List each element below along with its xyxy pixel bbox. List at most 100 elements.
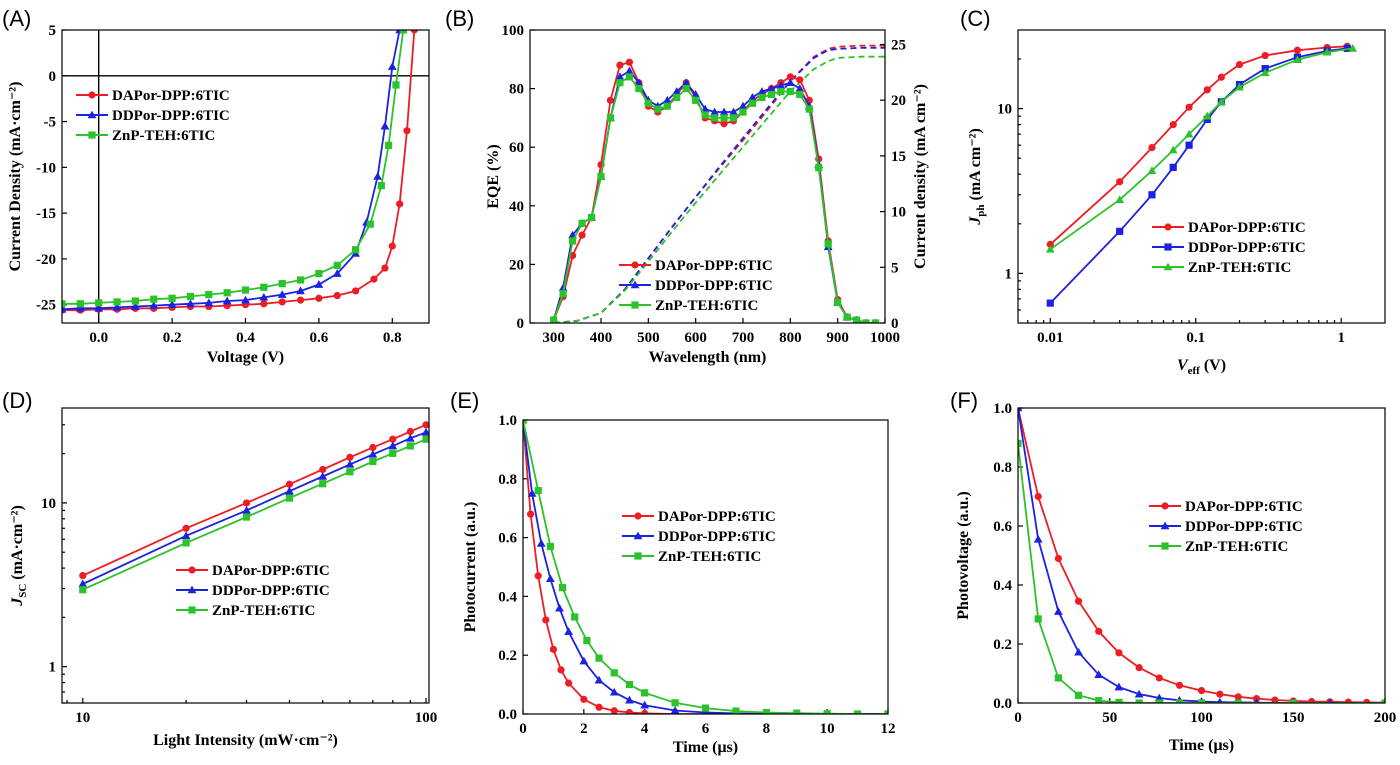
data-point-znp (571, 613, 579, 621)
y-axis-title-unit: (mA cm⁻²) (967, 128, 984, 204)
data-point-znp (843, 313, 851, 321)
x-tick-label: 10 (820, 721, 835, 737)
series-znp (62, 30, 407, 308)
data-point-ddpor (186, 299, 195, 308)
y-tick-label: -25 (36, 298, 56, 314)
data-point-ddpor (277, 290, 287, 298)
series-znp (1018, 439, 1385, 703)
data-point-ddpor (625, 66, 634, 75)
data-point-dapor (381, 264, 389, 272)
y-tick-label: 0.6 (498, 531, 517, 547)
data-point-ddpor (62, 304, 67, 313)
x-tick-label: 0.01 (1037, 330, 1063, 346)
y-axis-title: Photocurrent (a.u.) (462, 502, 479, 633)
legend-label: ZnP-TEH:6TIC (1188, 260, 1291, 276)
data-point-ddpor (625, 695, 634, 704)
data-point-ddpor (634, 78, 644, 87)
x-tick-label: 1000 (870, 330, 900, 346)
x-tick-label: 0.1 (1186, 330, 1205, 346)
data-point-znp (884, 710, 888, 714)
data-point-znp (278, 280, 286, 288)
data-point-ddpor (738, 101, 748, 110)
series-line-dapor (1049, 45, 1348, 246)
legend: DAPor-DPP:6TIC DDPor-DPP:6TIC ZnP-TEH:6TIC (619, 258, 773, 314)
data-point-dapor (1046, 240, 1054, 248)
data-point-dapor (606, 96, 615, 104)
y-tick-label: 20 (509, 257, 524, 273)
data-point-dapor (410, 30, 418, 34)
series-line-ddpor (1049, 47, 1348, 304)
legend-marker (631, 301, 639, 309)
data-point-znp (352, 246, 360, 254)
data-point-dapor (786, 73, 794, 81)
panel-a: (A) 0.0 0.2 0.4 0.6 0.8 5 0 -5 -10 -15 -20 -25 Voltag… (2, 6, 430, 366)
data-point-znp (871, 319, 880, 323)
data-point-ddpor (421, 427, 429, 436)
plot-frame (522, 419, 889, 715)
y-tick-label: -15 (36, 206, 56, 222)
data-point-znp (682, 85, 690, 93)
y-axis-title: JSC (mA·cm⁻²) (9, 505, 29, 607)
data-point-ddpor (1074, 647, 1083, 656)
legend: DAPor-DPP:6TIC DDPor-DPP:6TIC ZnP-TEH:6TIC (176, 563, 330, 619)
series-dapor (1018, 408, 1385, 703)
data-point-ddpor (131, 302, 140, 310)
data-point-dapor (1363, 698, 1371, 703)
data-point-ddpor (729, 107, 738, 116)
y-tick-label: 100 (502, 23, 525, 39)
data-point-znp (834, 298, 842, 307)
series-ddpor (78, 427, 429, 588)
data-point-ddpor (1169, 163, 1177, 171)
data-point-dapor (319, 465, 327, 474)
x-axis-title: Wavelength (nm) (649, 349, 767, 366)
data-point-ddpor (1148, 191, 1156, 199)
data-point-znp (767, 90, 775, 99)
data-point-ddpor (181, 531, 191, 540)
data-point-ddpor (222, 296, 232, 305)
legend-marker (188, 606, 196, 614)
y-tick-label: 10 (41, 496, 56, 512)
data-point-dapor (1203, 86, 1211, 94)
data-point-znp (1184, 129, 1194, 138)
data-point-ddpor (1154, 693, 1164, 702)
x-tick-label: 6 (702, 721, 710, 737)
data-point-dapor (388, 242, 396, 250)
data-point-ddpor (387, 62, 397, 70)
series-znp (79, 435, 429, 594)
legend-label: DDPor-DPP:6TIC (655, 278, 773, 294)
data-point-znp (1322, 47, 1332, 56)
y-axis-title: Current Density (mA·cm⁻²) (7, 82, 24, 272)
x-tick-label: 0.0 (89, 330, 108, 346)
x-axis-title: Time (μs) (673, 739, 738, 756)
legend-marker (188, 566, 196, 574)
data-point-znp (1381, 699, 1385, 703)
data-point-znp (1197, 699, 1206, 703)
data-point-ddpor (373, 172, 383, 180)
data-point-ddpor (681, 78, 691, 87)
data-point-dapor (278, 298, 286, 306)
data-point-dapor (549, 645, 558, 653)
legend-label: DAPor-DPP:6TIC (1188, 220, 1306, 236)
series-ddpor (523, 420, 888, 714)
data-point-dapor (1095, 627, 1103, 635)
data-point-znp (606, 114, 615, 122)
y-tick-label: 40 (509, 199, 524, 215)
data-point-znp (534, 486, 542, 495)
data-point-ddpor (594, 675, 604, 684)
data-point-znp (1235, 82, 1244, 91)
data-point-dapor (1135, 664, 1143, 672)
series-line-ddpor (523, 420, 888, 714)
y-tick-label: 0.4 (993, 578, 1012, 594)
data-point-znp (692, 96, 700, 104)
data-point-znp (853, 710, 862, 714)
data-point-ddpor (1185, 141, 1193, 149)
data-point-ddpor (757, 87, 767, 95)
data-point-znp (333, 261, 341, 269)
data-point-znp (595, 654, 603, 662)
data-point-dapor (1271, 696, 1279, 703)
legend: DAPor-DPP:6TIC DDPor-DPP:6TIC ZnP-TEH:6TIC (1149, 499, 1303, 555)
data-point-ddpor (767, 84, 776, 92)
legend-marker (631, 261, 639, 269)
data-point-znp (720, 114, 728, 122)
data-point-ddpor (579, 656, 589, 665)
